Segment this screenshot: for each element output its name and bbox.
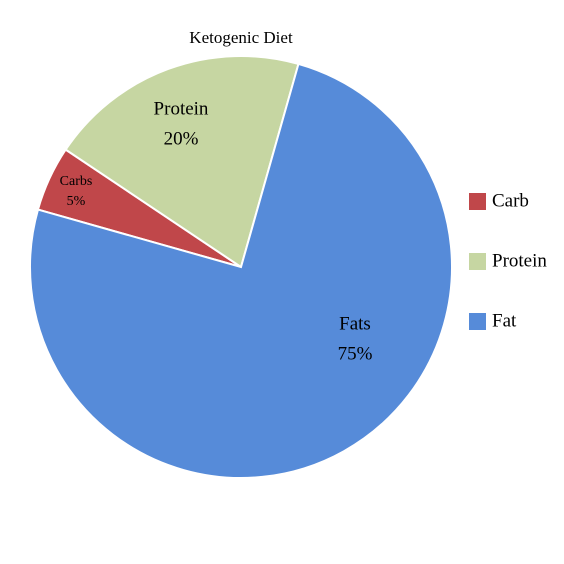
chart-title: Ketogenic Diet [189,28,293,47]
legend-label: Fat [492,310,517,331]
slice-label: Fats [339,313,371,334]
legend-swatch [469,313,486,330]
value-label: 20% [164,128,199,149]
value-label: 75% [338,343,373,364]
value-label: 5% [67,194,86,209]
legend-label: Carb [492,190,529,211]
pie-slice [29,62,453,479]
legend-label: Protein [492,250,547,271]
legend-swatch [469,193,486,210]
pie-slice [64,55,300,269]
legend-swatch [469,253,486,270]
slice-label: Protein [154,98,209,119]
slice-label: Carbs [60,174,93,189]
